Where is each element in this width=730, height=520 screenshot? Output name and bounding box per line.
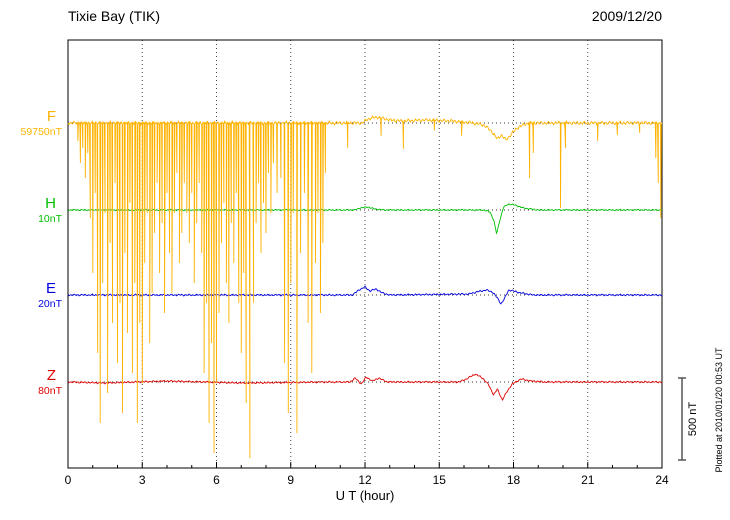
plot-date: 2009/12/20	[591, 8, 662, 24]
trace-E	[67, 285, 663, 305]
component-label-H: H	[45, 195, 56, 212]
component-label-F: F	[47, 108, 56, 125]
trace-H	[67, 203, 663, 235]
x-tick-label: 3	[139, 473, 146, 487]
x-tick-label: 18	[507, 473, 521, 487]
component-label-Z: Z	[47, 367, 56, 384]
x-tick-label: 6	[213, 473, 220, 487]
scale-bar-label: 500 nT	[687, 402, 699, 437]
component-baseline-value-H: 10nT	[38, 213, 63, 225]
plotted-at-note: Plotted at 2010/01/20 00:53 UT	[714, 347, 724, 473]
x-tick-label: 12	[358, 473, 372, 487]
x-tick-label: 0	[65, 473, 72, 487]
x-tick-label: 21	[581, 473, 595, 487]
trace-Z	[67, 373, 663, 401]
station-title: Tixie Bay (TIK)	[68, 8, 161, 24]
component-baseline-value-E: 20nT	[38, 298, 63, 310]
x-tick-label: 24	[655, 473, 669, 487]
x-tick-label: 9	[287, 473, 294, 487]
component-label-E: E	[46, 280, 56, 297]
component-baseline-value-F: 59750nT	[21, 126, 63, 138]
trace-F	[67, 115, 663, 459]
x-axis-label: U T (hour)	[335, 488, 395, 503]
x-tick-label: 15	[433, 473, 447, 487]
component-baseline-value-Z: 80nT	[38, 385, 63, 397]
